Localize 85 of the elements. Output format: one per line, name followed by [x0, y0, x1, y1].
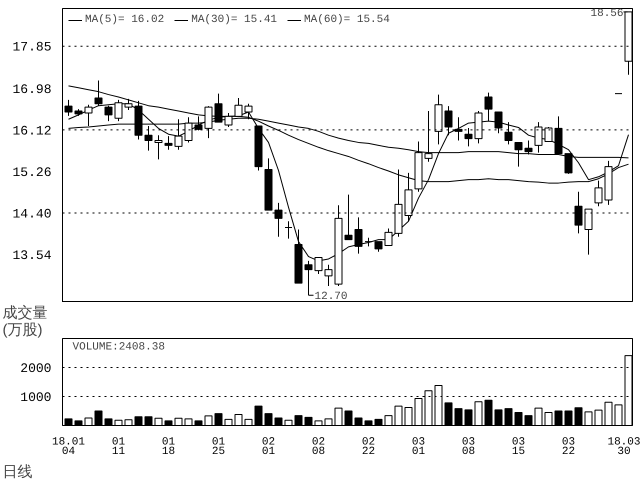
bar	[374, 418, 382, 426]
y-tick-label: 1000	[20, 390, 52, 405]
bar	[534, 408, 542, 426]
annotation: VOLUME:2408.38	[72, 342, 165, 354]
candlestick	[284, 220, 292, 240]
legend-label: MA(60)= 15.54	[304, 14, 390, 26]
bar	[574, 407, 582, 426]
legend-label: MA(5)= 16.02	[85, 14, 164, 26]
bar	[554, 410, 562, 426]
bar	[444, 402, 452, 426]
bar	[454, 408, 462, 426]
x-tick-label: 03 08	[462, 436, 476, 458]
bar	[304, 416, 312, 426]
annotation: 12.70	[314, 291, 348, 304]
bar	[104, 418, 112, 426]
bar	[254, 406, 262, 426]
bar	[294, 415, 302, 426]
bar	[324, 418, 332, 426]
y-axis-title: 成交量 (万股)	[2, 304, 48, 338]
bar	[184, 418, 192, 426]
bar	[584, 411, 592, 426]
bar	[544, 412, 552, 426]
bar	[524, 415, 532, 426]
x-tick-label: 02 08	[312, 436, 326, 458]
candlestick	[354, 216, 362, 254]
candlestick	[64, 99, 72, 116]
bar	[404, 407, 412, 426]
x-tick-label: 02 01	[262, 436, 276, 458]
bar	[124, 419, 132, 426]
y-tick-label: 15.26	[12, 164, 52, 180]
bar	[154, 418, 162, 426]
bar	[464, 409, 472, 426]
bar	[474, 401, 482, 426]
text: 日线	[2, 464, 32, 480]
legend-label: MA(30)= 15.41	[191, 14, 278, 26]
x-tick-label: 01 25	[212, 436, 226, 458]
x-tick-label: 18.03 30	[607, 436, 640, 458]
bar	[594, 410, 602, 426]
candlestick	[374, 241, 382, 252]
bar	[244, 418, 252, 426]
y-tick-label: 14.40	[12, 206, 52, 222]
bar	[274, 417, 282, 426]
bar	[94, 410, 102, 426]
bar	[614, 404, 622, 426]
bar	[354, 417, 362, 426]
bar	[224, 418, 232, 426]
y-tick-label: 2000	[20, 361, 52, 376]
bar	[214, 413, 222, 426]
bar	[504, 408, 512, 426]
x-tick-label: 03 22	[562, 436, 576, 458]
candlestick	[154, 134, 162, 160]
bar	[234, 414, 242, 426]
x-tick-label: 03 15	[512, 436, 526, 458]
bar	[64, 418, 72, 426]
y-tick-label: 16.98	[12, 82, 52, 97]
bar	[564, 410, 572, 426]
x-tick-label: 18.01 04	[52, 436, 86, 458]
bar	[84, 417, 92, 426]
bar	[134, 416, 142, 426]
candlestick	[384, 228, 392, 246]
bar	[204, 415, 212, 426]
candlestick	[524, 140, 532, 156]
bar	[344, 410, 352, 426]
x-tick-label: 01 11	[112, 436, 126, 458]
bar	[264, 413, 272, 426]
y-tick-label: 13.54	[12, 248, 52, 264]
x-tick-label: 01 18	[162, 436, 176, 458]
candlestick	[324, 264, 332, 287]
bar	[384, 415, 392, 426]
bar	[484, 400, 492, 426]
bar	[494, 409, 502, 426]
candlestick	[304, 260, 312, 296]
bar	[604, 402, 612, 426]
x-tick-label: 02 22	[362, 436, 376, 458]
candlestick	[164, 136, 172, 150]
bar	[174, 418, 182, 426]
bar	[334, 408, 342, 426]
candlestick	[364, 237, 372, 247]
x-tick-label: 03 01	[412, 436, 426, 458]
bar	[144, 416, 152, 426]
bar	[394, 406, 402, 426]
y-tick-label: 17.85	[12, 40, 52, 55]
bar	[514, 412, 522, 426]
y-tick-label: 16.12	[12, 123, 52, 138]
annotation: 18.56	[590, 8, 624, 20]
